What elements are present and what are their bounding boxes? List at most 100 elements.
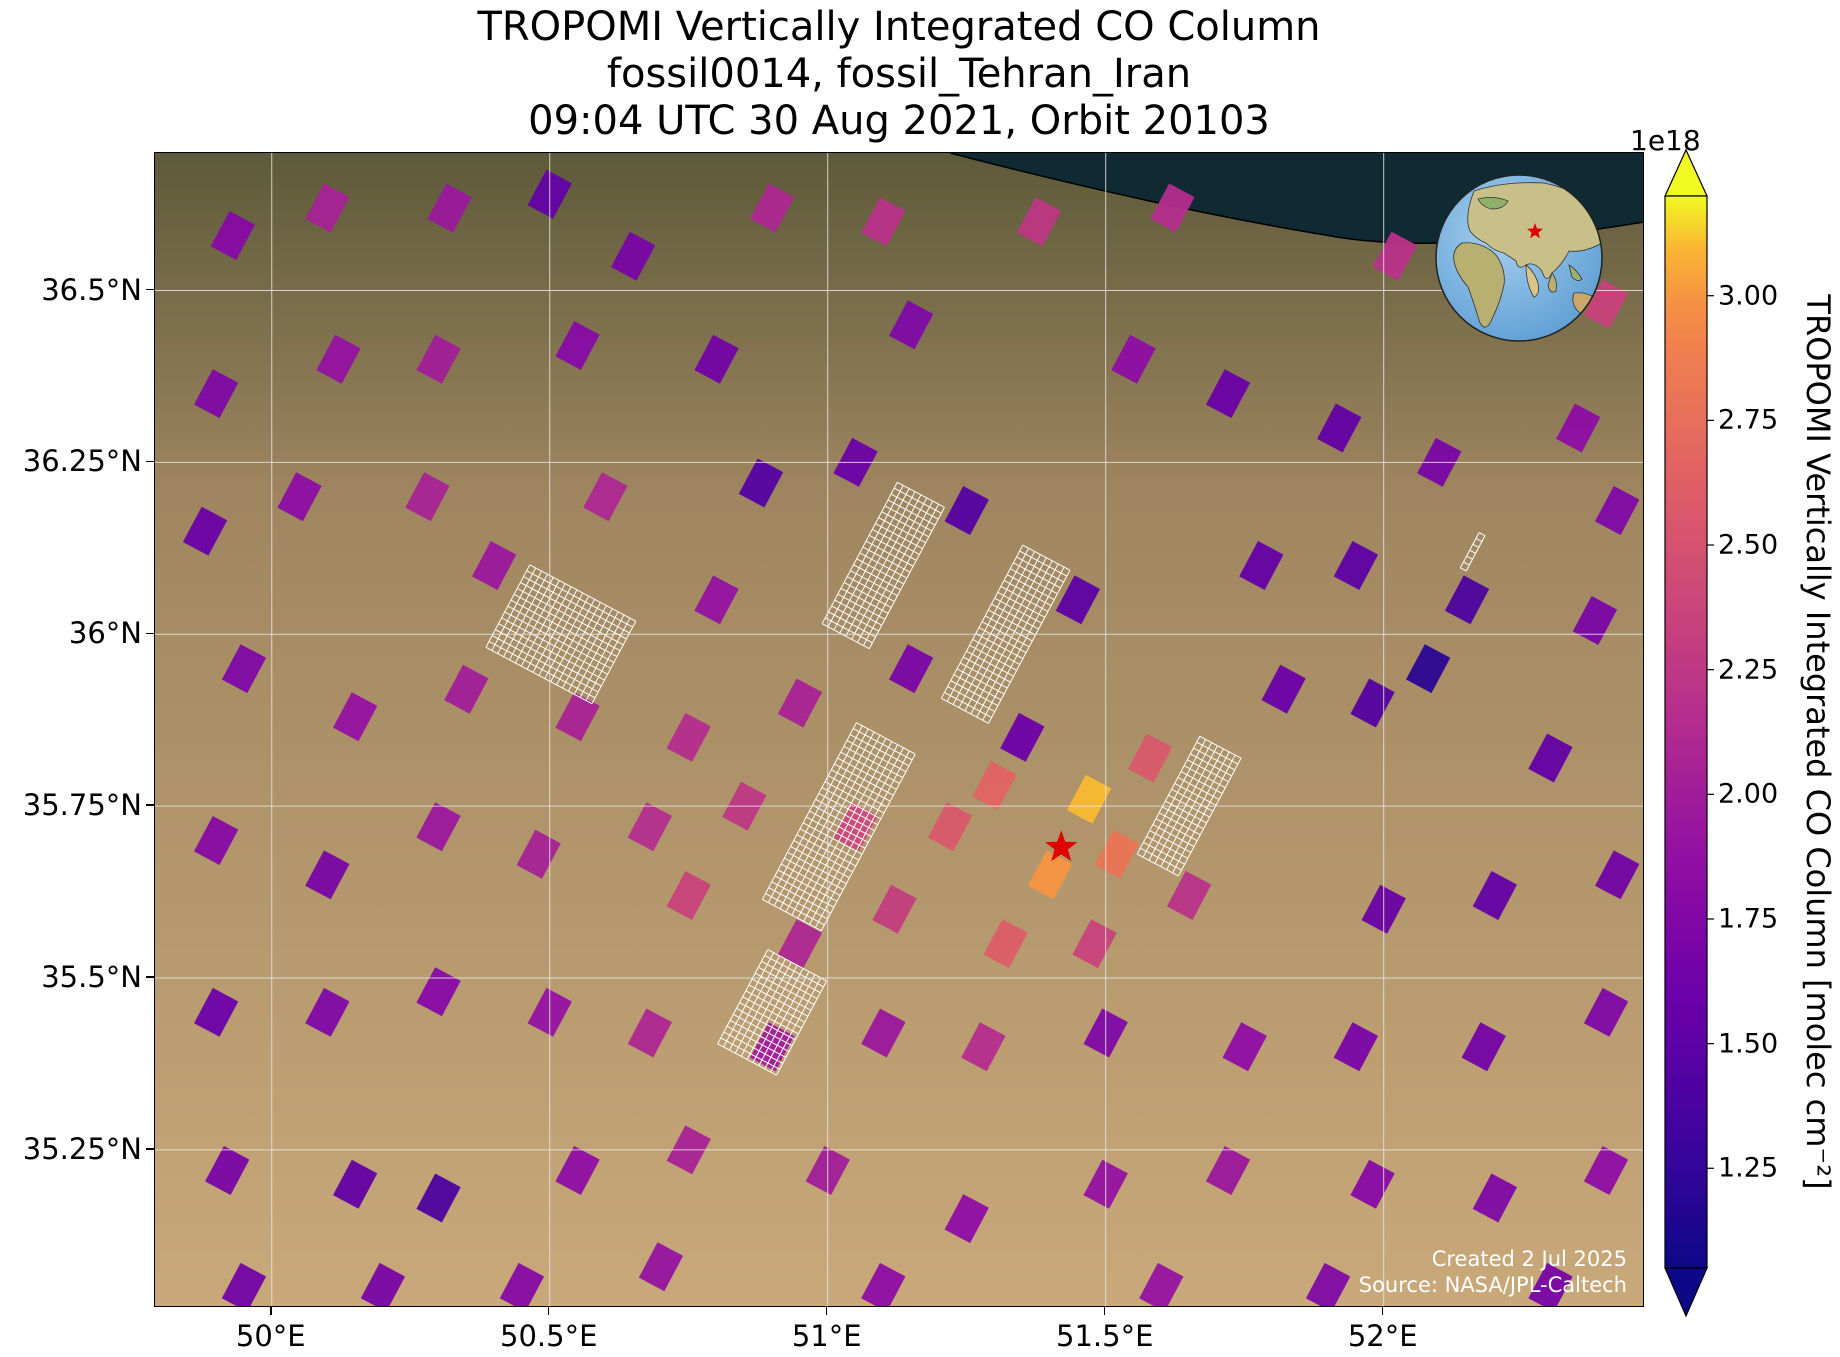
colorbar-extend-min: [1664, 1267, 1708, 1318]
co-pixel[interactable]: [194, 369, 239, 419]
co-pixel[interactable]: [1261, 664, 1306, 714]
co-pixel[interactable]: [833, 802, 878, 852]
co-pixel[interactable]: [777, 678, 823, 728]
co-pixel[interactable]: [405, 472, 450, 522]
co-pixel[interactable]: [416, 1173, 461, 1223]
co-pixel[interactable]: [889, 300, 934, 350]
co-pixel[interactable]: [1055, 575, 1101, 625]
co-pixel[interactable]: [638, 1242, 684, 1292]
co-pixel[interactable]: [927, 802, 973, 852]
co-pixel[interactable]: [1406, 644, 1451, 694]
co-pixel[interactable]: [1205, 369, 1251, 419]
co-pixel[interactable]: [1317, 403, 1362, 453]
co-pixel[interactable]: [1166, 871, 1212, 920]
outline-line: [862, 503, 940, 646]
target-star-icon[interactable]: [1045, 830, 1078, 862]
co-pixel[interactable]: [1595, 486, 1640, 535]
colorbar-tick-label: 2.00: [1718, 778, 1779, 810]
co-pixel[interactable]: [444, 664, 489, 714]
co-pixel[interactable]: [1572, 596, 1618, 645]
co-pixel[interactable]: [194, 987, 239, 1037]
co-pixel[interactable]: [1000, 712, 1045, 762]
co-pixel[interactable]: [1595, 850, 1640, 900]
co-pixel[interactable]: [1461, 1022, 1506, 1072]
outline-line: [1187, 759, 1229, 783]
co-pixel[interactable]: [666, 712, 711, 762]
co-pixel[interactable]: [427, 183, 472, 233]
co-pixel[interactable]: [305, 987, 350, 1037]
co-pixel[interactable]: [1139, 1262, 1184, 1307]
co-pixel[interactable]: [555, 692, 600, 742]
co-pixel[interactable]: [1222, 1022, 1267, 1072]
co-pixel[interactable]: [861, 1008, 906, 1058]
map-panel[interactable]: Created 2 Jul 2025 Source: NASA/JPL-Calt…: [154, 152, 1644, 1307]
co-pixel[interactable]: [961, 1022, 1006, 1072]
co-pixel[interactable]: [1066, 774, 1112, 824]
co-pixel[interactable]: [627, 802, 672, 852]
co-pixel[interactable]: [861, 197, 906, 247]
co-pixel[interactable]: [1444, 575, 1490, 625]
co-pixel[interactable]: [1472, 1173, 1517, 1223]
co-pixel[interactable]: [472, 541, 517, 590]
co-pixel[interactable]: [944, 486, 989, 535]
co-pixel[interactable]: [983, 919, 1028, 969]
co-pixel[interactable]: [221, 1262, 267, 1307]
co-pixel[interactable]: [627, 1008, 672, 1058]
co-pixel[interactable]: [1111, 334, 1156, 384]
co-pixel[interactable]: [1583, 1146, 1629, 1195]
co-pixel[interactable]: [1150, 183, 1195, 233]
co-pixel[interactable]: [611, 231, 656, 281]
co-pixel[interactable]: [972, 761, 1017, 810]
co-pixel[interactable]: [277, 472, 322, 522]
co-pixel[interactable]: [555, 1146, 600, 1195]
co-pixel[interactable]: [305, 850, 350, 900]
co-pixel[interactable]: [333, 692, 378, 742]
co-pixel[interactable]: [944, 1194, 989, 1244]
co-pixel[interactable]: [555, 321, 600, 370]
co-pixel[interactable]: [194, 816, 239, 865]
co-pixel[interactable]: [1305, 1262, 1351, 1307]
co-pixel[interactable]: [1205, 1146, 1251, 1195]
co-pixel[interactable]: [889, 644, 934, 694]
outline-line: [567, 608, 613, 692]
map-canvas[interactable]: [155, 153, 1644, 1307]
co-pixel[interactable]: [182, 506, 228, 556]
co-pixel[interactable]: [316, 334, 361, 384]
co-pixel[interactable]: [416, 967, 461, 1017]
co-pixel[interactable]: [738, 458, 784, 508]
co-pixel[interactable]: [1528, 1262, 1573, 1307]
co-pixel[interactable]: [360, 1262, 406, 1307]
co-pixel[interactable]: [333, 1159, 378, 1209]
co-pixel[interactable]: [499, 1262, 545, 1307]
co-pixel[interactable]: [1528, 733, 1573, 783]
co-pixel[interactable]: [1556, 403, 1601, 453]
co-pixel[interactable]: [694, 334, 739, 384]
co-pixel[interactable]: [221, 644, 267, 694]
outline-line: [1171, 788, 1214, 812]
co-pixel[interactable]: [210, 211, 255, 260]
co-pixel[interactable]: [1583, 279, 1629, 329]
co-pixel[interactable]: [694, 575, 739, 625]
co-pixel[interactable]: [305, 183, 350, 233]
co-pixel[interactable]: [1239, 541, 1284, 590]
co-pixel[interactable]: [872, 884, 917, 934]
outline-line: [839, 491, 916, 634]
outline-line: [1459, 532, 1480, 569]
co-pixel[interactable]: [416, 802, 461, 852]
co-pixel[interactable]: [1583, 987, 1629, 1037]
co-pixel[interactable]: [1016, 197, 1062, 247]
co-pixel[interactable]: [205, 1146, 250, 1195]
co-pixel[interactable]: [1128, 733, 1173, 783]
co-pixel[interactable]: [777, 919, 823, 969]
co-pixel[interactable]: [1333, 541, 1379, 590]
co-pixel[interactable]: [1028, 850, 1073, 900]
outline-line: [982, 566, 1065, 721]
co-pixel[interactable]: [1472, 871, 1517, 920]
co-pixel[interactable]: [666, 871, 711, 920]
outline-line: [1146, 835, 1189, 859]
co-pixel[interactable]: [750, 183, 795, 233]
co-pixel[interactable]: [416, 334, 461, 384]
co-pixel[interactable]: [583, 472, 628, 522]
co-pixel[interactable]: [1333, 1022, 1379, 1072]
co-pixel[interactable]: [861, 1262, 906, 1307]
